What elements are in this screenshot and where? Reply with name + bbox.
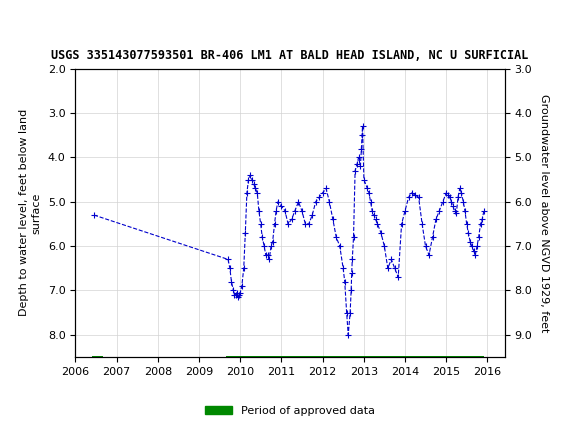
Text: ▒USGS: ▒USGS bbox=[6, 15, 64, 37]
Text: USGS 335143077593501 BR-406 LM1 AT BALD HEAD ISLAND, NC U SURFICIAL: USGS 335143077593501 BR-406 LM1 AT BALD … bbox=[51, 49, 529, 62]
Y-axis label: Groundwater level above NGVD 1929, feet: Groundwater level above NGVD 1929, feet bbox=[539, 94, 549, 332]
Y-axis label: Depth to water level, feet below land
surface: Depth to water level, feet below land su… bbox=[19, 109, 41, 316]
Legend: Period of approved data: Period of approved data bbox=[200, 401, 380, 420]
